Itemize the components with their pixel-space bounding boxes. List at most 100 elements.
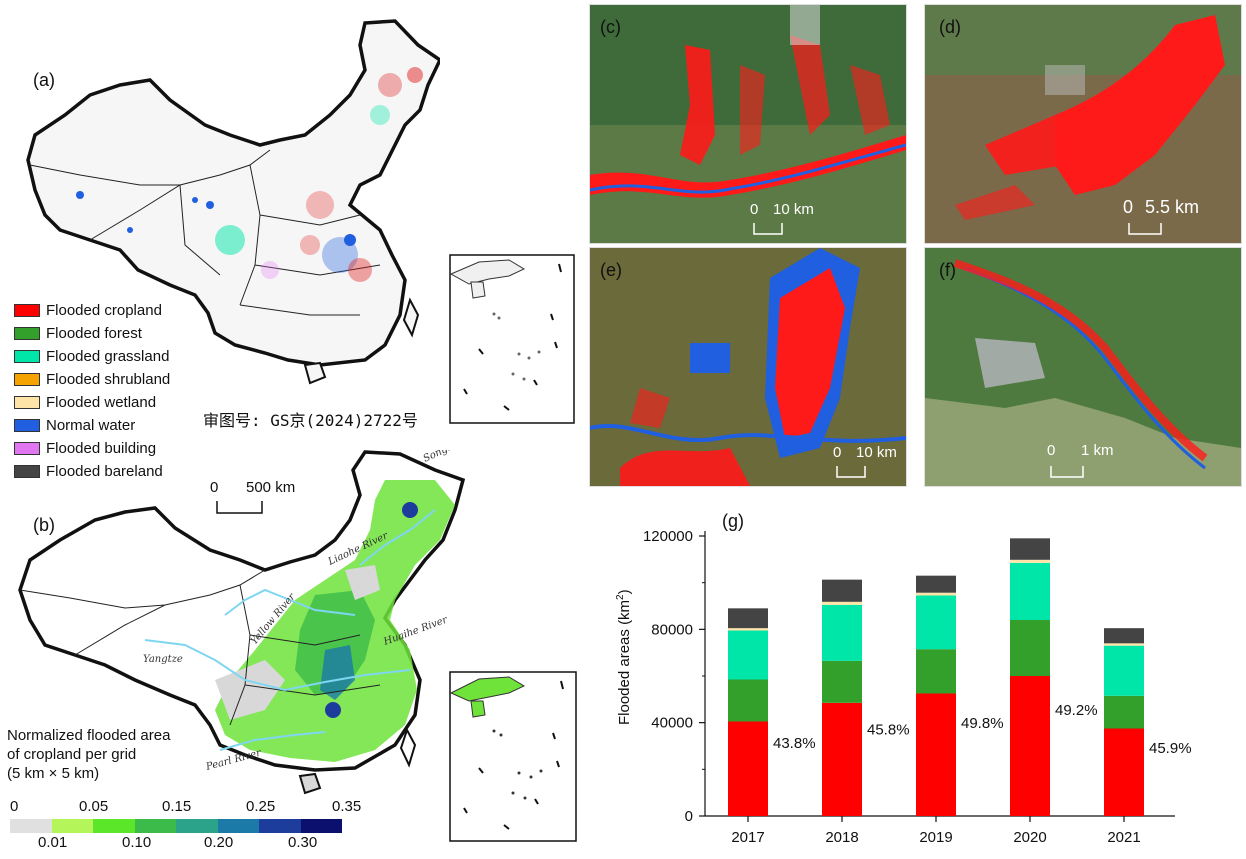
colorbar-bottom-tick-1: 0.10 — [122, 834, 152, 851]
colorbar-bottom-tick-2: 0.20 — [204, 834, 234, 851]
colorbar-title-line-2: of cropland per grid — [7, 746, 137, 763]
scale-bar-e — [836, 466, 866, 478]
bar-2020-flooded-grassland — [1010, 562, 1050, 620]
data-label-2017: 43.8% — [773, 735, 816, 752]
south-china-sea-inset-b — [449, 671, 577, 842]
hainan-b — [298, 772, 322, 795]
scale-d-value: 5.5 km — [1145, 197, 1200, 217]
bar-2017-flooded-wetland — [728, 628, 768, 631]
taiwan-b — [399, 727, 417, 768]
colorbar-top-tick-4: 0.35 — [332, 798, 362, 815]
bar-2018-flooded-bareland — [822, 579, 862, 602]
legend-item-bareland: Flooded bareland — [14, 461, 163, 481]
colorbar: 0 0.05 0.15 0.25 0.35 0.01 0.10 0.20 0.3… — [0, 798, 362, 856]
colorbar-swatches — [10, 819, 342, 833]
panel-label-b: (b) — [33, 515, 55, 535]
data-label-2018: 45.8% — [867, 722, 910, 739]
panel-label-d: (d) — [939, 17, 961, 37]
colorbar-title: Normalized flooded area of cropland per … — [7, 726, 170, 783]
colorbar-title-line-1: Normalized flooded area — [7, 727, 171, 744]
data-label-2019: 49.8% — [961, 715, 1004, 732]
bar-2021-flooded-cropland — [1104, 728, 1144, 816]
colorbar-top-tick-3: 0.25 — [246, 798, 276, 815]
colorbar-title-line-3: (5 km × 5 km) — [7, 765, 100, 782]
scale-c-value: 10 km — [773, 201, 814, 218]
bar-2018-flooded-forest — [822, 660, 862, 703]
y-tick-label-0: 0 — [685, 808, 693, 825]
china-flood-map-a — [26, 19, 440, 385]
bar-2020-flooded-bareland — [1010, 538, 1050, 560]
y-tick-label-2: 80000 — [651, 621, 693, 638]
colorbar-top-tick-0: 0 — [10, 798, 19, 815]
scale-d-zero: 0 — [1123, 197, 1134, 217]
bar-2017-flooded-bareland — [728, 608, 768, 629]
x-tick-label-2017: 2017 — [731, 829, 764, 846]
legend-item-forest: Flooded forest — [14, 323, 142, 343]
x-tick-label-2018: 2018 — [825, 829, 858, 846]
flooded-area-bar-chart: 0 40000 80000 120000 2017 43.8% 2018 45.8% 2019 4… — [643, 528, 1192, 846]
data-label-2020: 49.2% — [1055, 702, 1098, 719]
satellite-panel-e: (e) 0 10 km — [589, 247, 907, 487]
hainan-a — [303, 361, 327, 385]
legend-item-grassland: Flooded grassland — [14, 346, 169, 366]
bar-2017-flooded-forest — [728, 679, 768, 722]
bar-2021-flooded-bareland — [1104, 628, 1144, 644]
bar-2020-flooded-wetland — [1010, 559, 1050, 563]
legend-item-water: Normal water — [14, 415, 135, 435]
panel-label-g: (g) — [722, 511, 744, 531]
bar-2021-flooded-grassland — [1104, 645, 1144, 696]
river-label-yangtze: Yangtze — [143, 654, 183, 665]
x-tick-label-2019: 2019 — [919, 829, 952, 846]
map-scale-bar: 0 500 km — [208, 478, 318, 518]
colorbar-bottom-tick-0: 0.01 — [38, 834, 68, 851]
bar-2019-flooded-wetland — [916, 592, 956, 596]
bar-2019-flooded-grassland — [916, 595, 956, 650]
taiwan-a — [402, 297, 420, 338]
china-cropland-map-b: Songhua River Liaohe River Yellow River … — [18, 450, 470, 795]
colorbar-top-tick-1: 0.05 — [79, 798, 109, 815]
bar-2020-flooded-forest — [1010, 620, 1050, 676]
satellite-panel-d: (d) 0 5.5 km — [924, 4, 1242, 244]
flood-dots-a — [76, 67, 423, 282]
panel-label-f: (f) — [939, 260, 956, 280]
bar-2021-flooded-wetland — [1104, 643, 1144, 646]
map-review-number: 审图号: GS京(2024)2722号 — [203, 411, 418, 430]
south-china-sea-inset-a — [449, 254, 575, 424]
scale-f-zero: 0 — [1047, 442, 1056, 459]
province-lines-b — [19, 569, 381, 726]
scale-bar-d — [1128, 223, 1162, 235]
bar-2017-flooded-cropland — [728, 721, 768, 816]
bar-2021-flooded-forest — [1104, 695, 1144, 729]
x-tick-label-2021: 2021 — [1107, 829, 1140, 846]
legend: Flooded cropland Flooded forest Flooded … — [0, 300, 200, 485]
scale-e-value: 10 km — [856, 444, 897, 461]
river-lines-b — [144, 509, 436, 751]
river-label-songhua: Songhua River — [422, 450, 470, 465]
panel-label-c: (c) — [600, 17, 621, 37]
colorbar-bottom-tick-3: 0.30 — [288, 834, 318, 851]
scale-bar-c — [753, 223, 783, 235]
bar-2018-flooded-cropland — [822, 702, 862, 816]
bar-2020-flooded-cropland — [1010, 676, 1050, 816]
scale-c-zero: 0 — [750, 201, 759, 218]
bar-2019-flooded-forest — [916, 649, 956, 694]
legend-item-cropland: Flooded cropland — [14, 300, 162, 320]
bar-2017-flooded-grassland — [728, 630, 768, 680]
panel-label-e: (e) — [600, 260, 622, 280]
colorbar-top-tick-2: 0.15 — [162, 798, 192, 815]
y-tick-label-1: 40000 — [651, 715, 693, 732]
scale-e-zero: 0 — [833, 444, 842, 461]
map-scale-value: 500 km — [246, 479, 296, 496]
legend-item-building: Flooded building — [14, 438, 156, 458]
province-lines-a — [29, 149, 381, 316]
x-tick-label-2020: 2020 — [1013, 829, 1046, 846]
map-scale-zero: 0 — [210, 479, 219, 496]
bar-2019-flooded-cropland — [916, 693, 956, 816]
scale-bar-f — [1050, 466, 1084, 478]
panel-label-a: (a) — [33, 70, 55, 90]
data-label-2021: 45.9% — [1149, 740, 1192, 757]
bar-2019-flooded-bareland — [916, 575, 956, 593]
satellite-panel-f: (f) 0 1 km — [924, 247, 1242, 487]
china-outline-a — [26, 19, 440, 367]
y-tick-label-3: 120000 — [643, 528, 693, 545]
